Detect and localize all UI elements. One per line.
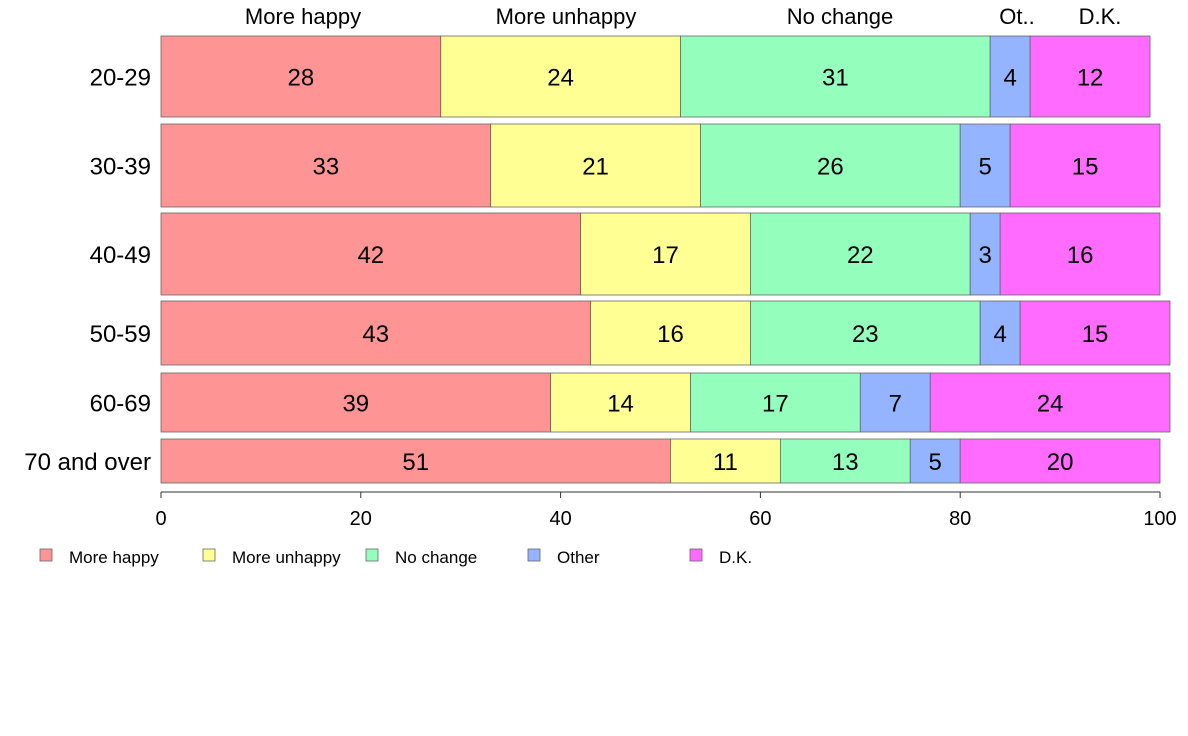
bar-segment-60-69-more-unhappy — [550, 372, 691, 433]
data-label-60-69-no-change: 17 — [762, 391, 789, 418]
bar-segment-50-59-more-unhappy — [590, 300, 751, 366]
bar-segment-40-49-other — [969, 212, 1001, 296]
bar-segment-50-59-other — [979, 300, 1021, 366]
legend-label-d-k: D.K. — [719, 548, 752, 567]
data-label-20-29-more-unhappy: 24 — [547, 65, 574, 92]
data-label-70-and-over-more-happy: 51 — [402, 449, 429, 476]
column-header-d-k: D.K. — [1079, 4, 1122, 29]
column-header-no-change: No change — [787, 4, 893, 29]
data-label-50-59-d-k: 15 — [1082, 321, 1109, 348]
bar-segment-60-69-more-happy — [160, 372, 552, 433]
data-label-30-39-no-change: 26 — [817, 154, 844, 181]
legend-swatch-more-happy — [39, 548, 53, 562]
x-axis: 0 20 40 60 80 100 — [155, 491, 1177, 530]
column-headers: More happy More unhappy No change Ot.. D.K. — [245, 4, 1121, 29]
category-label-50-59: 50-59 — [90, 321, 151, 348]
data-label-30-39-other: 5 — [978, 154, 991, 181]
data-label-70-and-over-more-unhappy: 11 — [713, 449, 738, 476]
bar-segment-20-29-other — [989, 35, 1031, 118]
bar-segment-30-39-d-k — [1009, 123, 1161, 208]
data-label-20-29-more-happy: 28 — [288, 65, 315, 92]
bar-segment-30-39-other — [959, 123, 1011, 208]
bar-segment-50-59-more-happy — [160, 300, 591, 366]
bar-segment-70-and-over-other — [909, 438, 961, 484]
data-label-70-and-over-d-k: 20 — [1047, 449, 1074, 476]
data-label-40-49-other: 3 — [978, 242, 991, 269]
legend-label-no-change: No change — [395, 548, 477, 567]
bar-segment-40-49-d-k — [999, 212, 1161, 296]
bar-segment-50-59-no-change — [750, 300, 981, 366]
bar-segment-30-39-more-unhappy — [490, 123, 701, 208]
bar-segment-40-49-no-change — [750, 212, 971, 296]
data-label-50-59-other: 4 — [993, 321, 1006, 348]
data-label-60-69-more-happy: 39 — [342, 391, 369, 418]
legend-swatch-other — [527, 548, 541, 562]
data-label-40-49-no-change: 22 — [847, 242, 874, 269]
column-header-more-unhappy: More unhappy — [496, 4, 637, 29]
data-label-40-49-d-k: 16 — [1067, 242, 1094, 269]
legend-swatch-more-unhappy — [202, 548, 216, 562]
data-label-70-and-over-no-change: 13 — [832, 449, 859, 476]
x-tick-label-80: 80 — [949, 508, 971, 530]
x-tick-label-100: 100 — [1143, 508, 1176, 530]
data-label-30-39-more-unhappy: 21 — [582, 154, 609, 181]
bar-segment-20-29-no-change — [680, 35, 991, 118]
bar-segment-40-49-more-unhappy — [580, 212, 751, 296]
category-label-30-39: 30-39 — [90, 154, 151, 181]
legend-label-more-happy: More happy — [69, 548, 159, 567]
bar-segment-70-and-over-d-k — [959, 438, 1161, 484]
bar-segment-60-69-d-k — [929, 372, 1171, 433]
legend-swatch-d-k — [689, 548, 703, 562]
bar-segment-20-29-more-happy — [160, 35, 442, 118]
bar-segment-50-59-d-k — [1019, 300, 1171, 366]
column-header-ot: Ot.. — [999, 4, 1034, 29]
category-label-60-69: 60-69 — [90, 391, 151, 418]
bar-segment-70-and-over-no-change — [779, 438, 911, 484]
x-tick-label-0: 0 — [155, 508, 166, 530]
bar-segment-30-39-no-change — [700, 123, 961, 208]
data-label-60-69-other: 7 — [889, 391, 902, 418]
data-label-30-39-d-k: 15 — [1072, 154, 1099, 181]
legend-swatch-no-change — [365, 548, 379, 562]
x-tick-label-40: 40 — [549, 508, 571, 530]
data-label-30-39-more-happy: 33 — [312, 154, 339, 181]
legend-label-more-unhappy: More unhappy — [232, 548, 341, 567]
data-label-20-29-no-change: 31 — [822, 65, 849, 92]
column-header-more-happy: More happy — [245, 4, 361, 29]
data-label-60-69-more-unhappy: 14 — [607, 391, 634, 418]
bar-segment-30-39-more-happy — [160, 123, 492, 208]
data-label-20-29-d-k: 12 — [1077, 65, 1104, 92]
data-label-60-69-d-k: 24 — [1037, 391, 1064, 418]
category-label-70-and-over: 70 and over — [24, 449, 151, 476]
bar-segment-20-29-more-unhappy — [440, 35, 681, 118]
x-tick-label-20: 20 — [350, 508, 372, 530]
data-label-70-and-over-other: 5 — [929, 449, 942, 476]
bar-segment-70-and-over-more-unhappy — [670, 438, 781, 484]
bar-segment-20-29-d-k — [1029, 35, 1151, 118]
data-label-40-49-more-happy: 42 — [357, 242, 384, 269]
data-label-50-59-no-change: 23 — [852, 321, 879, 348]
x-tick-label-60: 60 — [749, 508, 771, 530]
bar-segment-60-69-no-change — [690, 372, 861, 433]
legend-label-other: Other — [557, 548, 600, 567]
legend: More happy More unhappy No change Other D.K. — [39, 548, 752, 567]
category-label-20-29: 20-29 — [90, 65, 151, 92]
category-labels: 20-29 30-39 40-49 50-59 60-69 70 and over — [24, 65, 151, 477]
data-label-20-29-other: 4 — [1003, 65, 1016, 92]
data-label-40-49-more-unhappy: 17 — [652, 242, 679, 269]
data-label-50-59-more-unhappy: 16 — [657, 321, 684, 348]
data-label-50-59-more-happy: 43 — [362, 321, 389, 348]
category-label-40-49: 40-49 — [90, 242, 151, 269]
